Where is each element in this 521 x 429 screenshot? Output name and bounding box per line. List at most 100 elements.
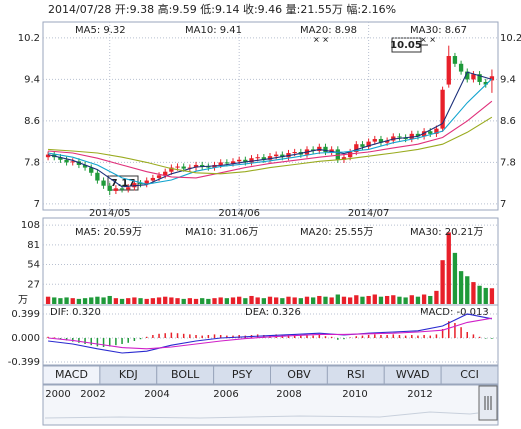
volume-bar — [329, 297, 334, 304]
volume-bar — [489, 288, 495, 304]
candle-body — [243, 159, 248, 163]
volume-bar — [138, 298, 143, 304]
legend-entry: MA10: 31.06万 — [185, 227, 258, 238]
volume-bar — [415, 296, 421, 304]
volume-bar — [64, 297, 69, 304]
volume-bar — [101, 297, 106, 304]
indicator-line — [47, 71, 493, 188]
legend-entry: DEA: 0.326 — [245, 307, 301, 318]
x-tick-label: 2014/05 — [89, 208, 131, 219]
candle-body — [113, 188, 119, 191]
volume-bar — [107, 295, 112, 304]
tab-label[interactable]: WVAD — [396, 368, 430, 381]
marker: ✕ ✕ — [420, 36, 436, 45]
volume-bar — [193, 298, 199, 304]
volume-bar — [286, 296, 291, 304]
tab-label[interactable]: PSY — [232, 368, 253, 381]
candle-body — [477, 74, 482, 82]
candle-body — [181, 166, 186, 169]
volume-bar — [434, 290, 439, 304]
volume-bar — [249, 295, 254, 304]
volume-bar — [458, 271, 464, 304]
volume-bar — [132, 297, 137, 304]
candle-body — [347, 152, 353, 158]
volume-bar — [58, 298, 63, 304]
volume-bar — [304, 296, 310, 304]
tab-label[interactable]: RSI — [347, 368, 365, 381]
volume-bar — [471, 282, 476, 304]
legend-entry: MA30: 8.67 — [410, 25, 467, 36]
volume-bar — [360, 296, 365, 304]
volume-bar — [335, 294, 340, 304]
y-tick-label: -0.399 — [8, 357, 40, 368]
tab-label[interactable]: BOLL — [171, 368, 200, 381]
volume-bar — [397, 296, 402, 304]
candle-body — [107, 185, 112, 191]
volume-bar — [452, 252, 458, 304]
y-tick-label: 0.399 — [11, 309, 40, 320]
volume-bar — [187, 298, 193, 304]
volume-bar — [347, 297, 353, 304]
candle-body — [384, 140, 390, 143]
candle-body — [101, 180, 106, 186]
legend-entry: DIF: 0.320 — [50, 307, 101, 318]
volume-bar — [391, 295, 396, 304]
tab-label[interactable]: MACD — [55, 368, 88, 381]
legend-entry: MA20: 8.98 — [300, 25, 357, 36]
header-quote: 2014/07/28 开:9.38 高:9.59 低:9.14 收:9.46 量… — [48, 2, 396, 16]
candle-body — [119, 188, 125, 190]
legend-entry: MA30: 20.21万 — [410, 227, 483, 238]
volume-bar — [354, 295, 359, 304]
volume-bar — [52, 297, 57, 304]
candle-body — [274, 154, 279, 157]
candle-body — [280, 154, 285, 158]
candle-body — [150, 177, 156, 181]
volume-bar — [163, 296, 168, 304]
legend-entry: MA10: 9.41 — [185, 25, 242, 36]
candle-body — [138, 183, 143, 185]
y-tick-label: 81 — [27, 240, 40, 251]
volume-bar — [212, 298, 217, 304]
volume-bar — [409, 295, 414, 304]
candle-body — [378, 139, 384, 143]
volume-bar — [310, 297, 316, 304]
candle-body — [267, 156, 273, 160]
candle-body — [45, 154, 51, 158]
y-tick-label: 27 — [27, 279, 40, 290]
volume-bar — [428, 295, 433, 304]
tab-label[interactable]: CCI — [460, 368, 479, 381]
indicator-line — [48, 313, 493, 354]
y-tick-label: 108 — [21, 220, 40, 231]
timeline-year: 2012 — [407, 389, 432, 400]
candle-body — [64, 159, 69, 163]
volume-bar — [366, 295, 371, 304]
candle-body — [465, 71, 470, 80]
volume-bar — [483, 287, 488, 304]
candle-body — [428, 131, 433, 134]
candle-body — [372, 139, 377, 142]
volume-panel — [42, 217, 499, 306]
candle-body — [434, 128, 439, 134]
candle-body — [89, 167, 94, 173]
volume-unit: 万 — [18, 295, 28, 306]
y-tick-label-right: 9.4 — [500, 74, 516, 85]
volume-bar — [378, 296, 384, 304]
volume-bar — [224, 298, 230, 304]
candle-body — [329, 149, 334, 153]
tab[interactable] — [440, 365, 499, 385]
volume-bar — [126, 298, 131, 304]
candle-body — [360, 144, 365, 147]
candle-body — [249, 158, 254, 163]
legend-entry: MA5: 20.59万 — [75, 227, 142, 238]
candle-body — [354, 144, 359, 153]
x-tick-label: 2014/07 — [348, 208, 390, 219]
annotation: 10.05 — [390, 40, 422, 51]
legend-entry: MA5: 9.32 — [75, 25, 126, 36]
tab-label[interactable]: OBV — [287, 368, 311, 381]
tab-label[interactable]: KDJ — [119, 368, 138, 381]
candle-body — [230, 161, 236, 164]
candle-body — [126, 187, 131, 190]
candle-body — [335, 149, 340, 160]
y-tick-label: 8.6 — [24, 116, 40, 127]
legend-entry: MA20: 25.55万 — [300, 227, 373, 238]
